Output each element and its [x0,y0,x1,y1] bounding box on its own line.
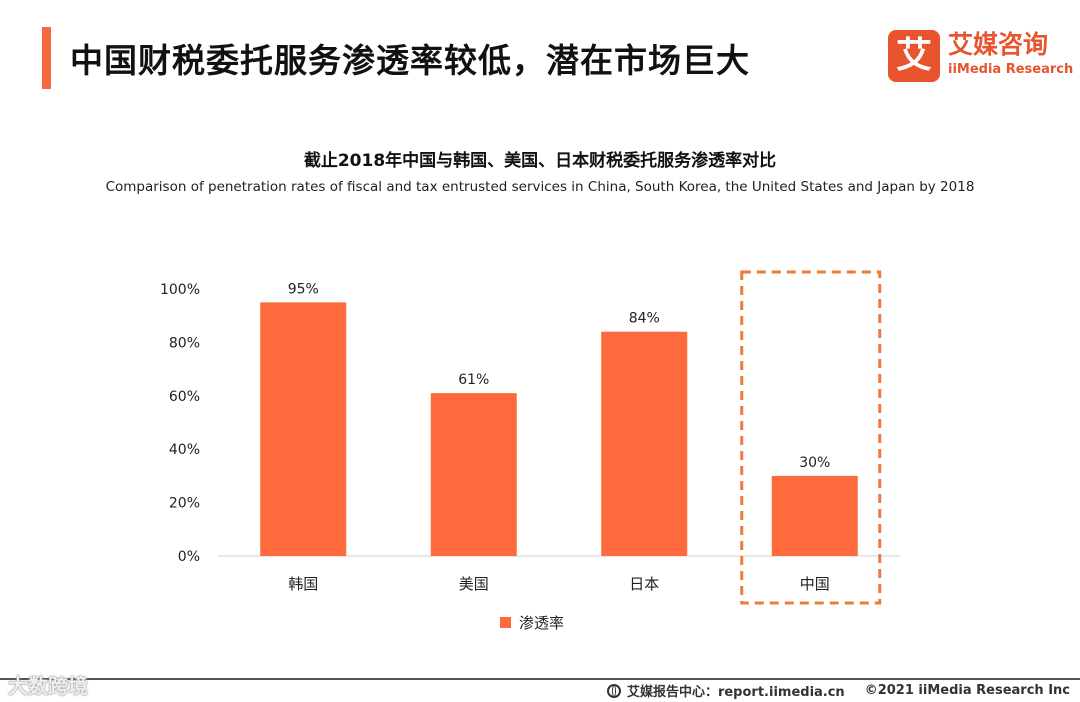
brand-mark-icon: 艾 [888,30,940,82]
y-tick-label: 0% [178,549,200,565]
chart-legend: 渗透率 [500,612,564,632]
data-label: 30% [799,455,830,471]
y-tick-label: 60% [169,389,200,405]
globe-icon [606,683,621,698]
watermark: 大数跨境 [8,674,88,698]
x-tick-label: 中国 [800,575,830,593]
bar [430,393,517,556]
y-tick-label: 40% [169,442,200,458]
x-tick-label: 美国 [459,575,489,593]
chart-subtitle: Comparison of penetration rates of fisca… [105,179,975,195]
data-label: 84% [629,311,660,327]
title-accent-bar [42,27,51,89]
brand-name-en: iiMedia Research [948,62,1074,77]
y-tick-label: 20% [169,496,200,512]
x-tick-label: 日本 [629,575,659,593]
page-title: 中国财税委托服务渗透率较低，潜在市场巨大 [70,41,750,80]
footer: 艾媒报告中心：report.iimedia.cn ©2021 iiMedia R… [606,681,1070,700]
highlight-box [740,270,882,605]
bar [601,331,688,556]
footer-source: 艾媒报告中心：report.iimedia.cn [626,685,845,700]
bar [771,475,858,556]
legend-swatch [500,616,511,628]
brand-logo: 艾 艾媒咨询 iiMedia Research [888,30,1073,84]
legend-label: 渗透率 [519,613,565,632]
footer-copyright: ©2021 iiMedia Research Inc [864,683,1070,698]
bar [260,302,347,556]
brand-name: 艾媒咨询 [948,30,1049,59]
footer-divider [0,678,1080,680]
y-tick-label: 100% [160,282,200,298]
chart-title: 截止2018年中国与韩国、美国、日本财税委托服务渗透率对比 [303,151,777,171]
data-label: 95% [288,281,319,297]
x-tick-label: 韩国 [288,575,318,593]
y-tick-label: 80% [169,335,200,351]
data-label: 61% [458,372,489,388]
